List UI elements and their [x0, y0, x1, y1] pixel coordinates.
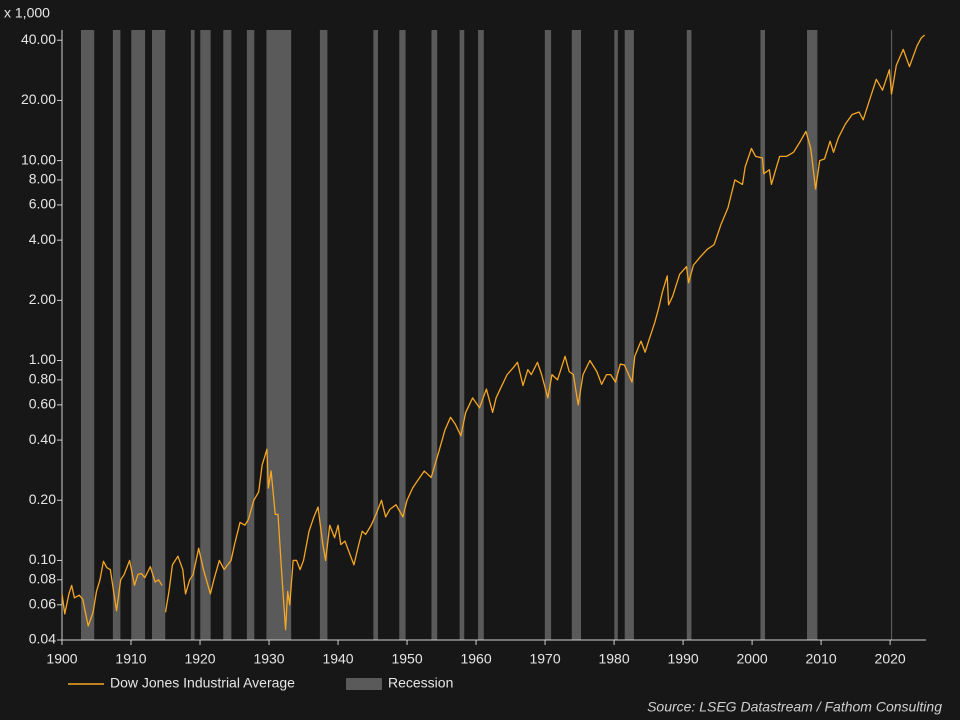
- y-tick-label: 4.00: [29, 231, 56, 247]
- y-tick-label: 0.06: [29, 595, 56, 611]
- y-tick-label: 0.08: [29, 571, 56, 587]
- recession-band: [431, 30, 438, 640]
- recession-band: [614, 30, 618, 640]
- y-unit-label: x 1,000: [4, 5, 50, 21]
- x-tick-label: 1990: [668, 651, 699, 667]
- x-tick-label: 1910: [115, 651, 146, 667]
- y-tick-label: 6.00: [29, 196, 56, 212]
- recession-band: [760, 30, 766, 640]
- recession-band: [190, 30, 195, 640]
- series-line: [61, 34, 926, 631]
- recession-band: [544, 30, 552, 640]
- recession-band: [200, 30, 211, 640]
- y-tick-label: 10.00: [21, 151, 56, 167]
- x-tick-label: 2020: [875, 651, 906, 667]
- recession-band: [399, 30, 406, 640]
- y-tick-label: 0.80: [29, 371, 56, 387]
- recession-band: [80, 30, 95, 640]
- y-tick-label: 0.40: [29, 431, 56, 447]
- recession-band: [246, 30, 255, 640]
- y-tick-label: 0.04: [29, 631, 56, 647]
- recession-band: [373, 30, 378, 640]
- y-tick-label: 0.20: [29, 491, 56, 507]
- x-tick-label: 1920: [184, 651, 215, 667]
- recession-band: [807, 30, 818, 640]
- x-tick-label: 1930: [253, 651, 284, 667]
- recession-band: [223, 30, 232, 640]
- y-tick-label: 2.00: [29, 291, 56, 307]
- y-tick-label: 0.10: [29, 551, 56, 567]
- y-tick-label: 8.00: [29, 171, 56, 187]
- x-tick-label: 1970: [529, 651, 560, 667]
- y-tick-label: 20.00: [21, 91, 56, 107]
- recession-band: [571, 30, 582, 640]
- recession-band: [319, 30, 328, 640]
- y-tick-label: 1.00: [29, 351, 56, 367]
- recession-band: [131, 30, 146, 640]
- recession-band: [151, 30, 166, 640]
- recession-band: [686, 30, 692, 640]
- x-tick-label: 1940: [322, 651, 353, 667]
- legend-label: Recession: [388, 675, 453, 691]
- recession-band: [266, 30, 292, 640]
- x-tick-label: 2000: [737, 651, 768, 667]
- y-tick-label: 0.60: [29, 396, 56, 412]
- recession-band: [890, 30, 893, 640]
- x-tick-label: 1900: [46, 651, 77, 667]
- recession-band: [459, 30, 465, 640]
- source-note: Source: LSEG Datastream / Fathom Consult…: [647, 699, 942, 715]
- x-tick-label: 1950: [391, 651, 422, 667]
- recession-band: [478, 30, 484, 640]
- x-tick-label: 1980: [598, 651, 629, 667]
- legend-swatch: [346, 678, 382, 690]
- recession-band: [624, 30, 634, 640]
- recession-band: [112, 30, 121, 640]
- x-tick-label: 1960: [460, 651, 491, 667]
- y-tick-label: 40.00: [21, 31, 56, 47]
- x-tick-label: 2010: [806, 651, 837, 667]
- legend-label: Dow Jones Industrial Average: [110, 675, 295, 691]
